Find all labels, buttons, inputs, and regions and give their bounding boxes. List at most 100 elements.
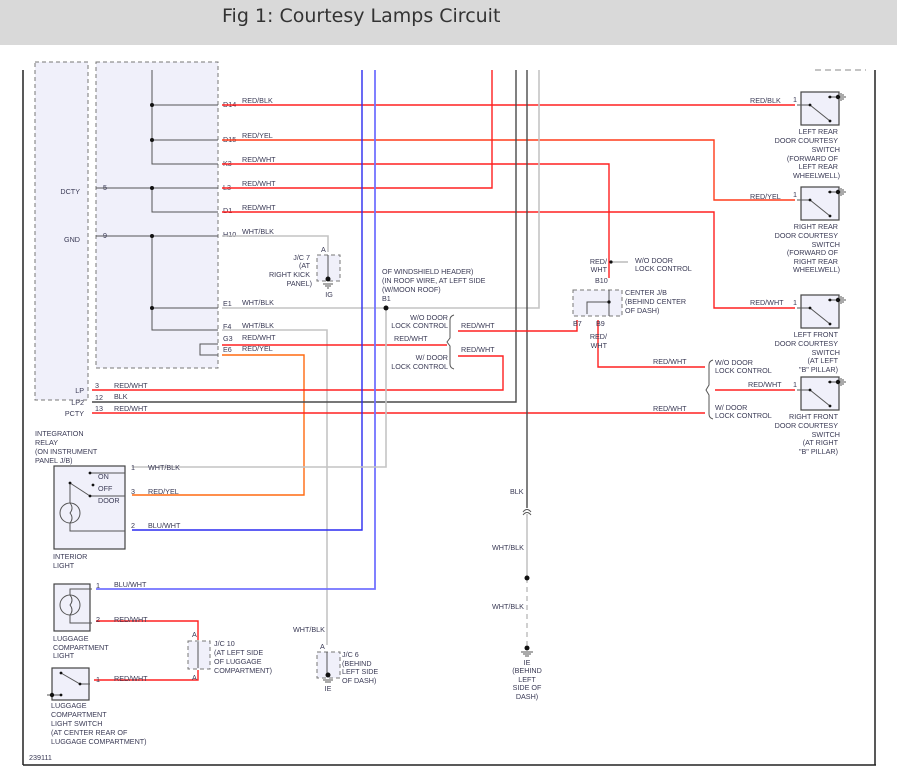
jc10-name: (AT LEFT SIDE bbox=[214, 648, 263, 657]
wire-label: RED/WHT bbox=[114, 615, 148, 624]
connector-label: E1 bbox=[223, 299, 232, 308]
wire-label: WHT/BLK bbox=[242, 227, 274, 236]
wire-label: WHT/BLK bbox=[242, 321, 274, 330]
figure-title: Fig 1: Courtesy Lamps Circuit bbox=[222, 5, 501, 27]
connector-label: D1 bbox=[223, 206, 232, 215]
option-text: LOCK CONTROL bbox=[391, 321, 448, 330]
wire-lp2 bbox=[92, 70, 517, 403]
wire-h10 bbox=[222, 235, 329, 252]
ground-name: DASH) bbox=[516, 692, 538, 701]
center-junction-block: RED/ WHT B10 B7 B9 RED/ WHT CENTER J/B (… bbox=[572, 256, 692, 350]
pin-gnd: 9 bbox=[103, 231, 107, 240]
switch-right-front: 1 RIGHT FRONT DOOR COURTESY SWITCH (AT R… bbox=[775, 376, 846, 456]
component-name: (AT CENTER REAR OF bbox=[51, 728, 128, 737]
wire-label: RED/WHT bbox=[242, 203, 276, 212]
pin-label: 1 bbox=[793, 95, 797, 104]
switch-name: RIGHT FRONT bbox=[789, 412, 839, 421]
luggage-compartment-light: 1 2 BLU/WHT RED/WHT LUGGAGE COMPARTMENT … bbox=[53, 580, 148, 660]
wire-label: RED/BLK bbox=[750, 96, 781, 105]
pin-label: B7 bbox=[573, 319, 582, 328]
switch-name: SWITCH bbox=[812, 430, 840, 439]
option-text: W/O DOOR bbox=[715, 358, 753, 367]
option-text: W/O DOOR bbox=[635, 256, 673, 265]
option-text: LOCK CONTROL bbox=[391, 362, 448, 371]
switch-name: DOOR COURTESY bbox=[775, 136, 839, 145]
wire-label: BLU/WHT bbox=[114, 580, 147, 589]
wire-label: RED/WHT bbox=[461, 321, 495, 330]
splice-label-b1: B1 bbox=[382, 294, 391, 303]
switch-name: DOOR COURTESY bbox=[775, 231, 839, 240]
component-name: LIGHT bbox=[53, 561, 75, 570]
wire-label: WHT/BLK bbox=[293, 625, 325, 634]
switch-name: (FORWARD OF bbox=[787, 248, 839, 257]
switch-name: RIGHT REAR bbox=[794, 257, 838, 266]
pin-label: A bbox=[192, 630, 197, 639]
relay-name: (ON INSTRUMENT bbox=[35, 447, 98, 456]
wire-label: RED/WHT bbox=[394, 334, 428, 343]
wire-d1 bbox=[222, 211, 795, 309]
connector-label: G3 bbox=[223, 334, 233, 343]
pin-label: A bbox=[192, 673, 197, 682]
luggage-compartment-light-switch: 1 RED/WHT LUGGAGE COMPARTMENT LIGHT SWIT… bbox=[47, 667, 148, 746]
pin-label: 1 bbox=[96, 581, 100, 590]
pin-label: 1 bbox=[793, 190, 797, 199]
component-name: LIGHT bbox=[53, 651, 75, 660]
pin-label: 1 bbox=[96, 675, 100, 684]
jc6-name: OF DASH) bbox=[342, 676, 376, 685]
wire-label: WHT/BLK bbox=[148, 463, 180, 472]
wire-label: RED/YEL bbox=[242, 344, 273, 353]
wire-label: RED/WHT bbox=[748, 380, 782, 389]
wire-label: WHT bbox=[591, 341, 608, 350]
wire-label: BLK bbox=[114, 392, 128, 401]
ground-name: (BEHIND bbox=[512, 666, 542, 675]
pin-pcty: 13 bbox=[95, 404, 103, 413]
wire-label: WHT/BLK bbox=[492, 602, 524, 611]
connector-label: H10 bbox=[223, 230, 236, 239]
switch-name: "B" PILLAR) bbox=[799, 447, 838, 456]
switch-name: DOOR COURTESY bbox=[775, 339, 839, 348]
pin-label: A bbox=[320, 642, 325, 651]
wire-label: RED/WHT bbox=[461, 345, 495, 354]
pin-lp2: 12 bbox=[95, 393, 103, 402]
jc7-ground-label: IG bbox=[325, 290, 333, 299]
switch-name: LEFT REAR bbox=[799, 162, 838, 171]
switch-name: WHEELWELL) bbox=[793, 265, 840, 274]
ground-name: IE bbox=[524, 658, 531, 667]
wire-f4 bbox=[222, 329, 328, 645]
switch-name: SWITCH bbox=[812, 145, 840, 154]
switch-name: (FORWARD OF bbox=[787, 154, 839, 163]
jc10-name: J/C 10 bbox=[214, 639, 235, 648]
component-name: LIGHT SWITCH bbox=[51, 719, 102, 728]
wire-label: RED/WHT bbox=[114, 404, 148, 413]
switch-name: LEFT REAR bbox=[799, 127, 838, 136]
switch-position: DOOR bbox=[98, 496, 120, 505]
switch-name: SWITCH bbox=[812, 348, 840, 357]
diagram-frame bbox=[22, 69, 876, 766]
center-jb-name: OF DASH) bbox=[625, 306, 659, 315]
wire-luggage-switch bbox=[94, 670, 199, 681]
ground-ie: BLK WHT/BLK WHT/BLK IE (BEHIND LEFT SIDE… bbox=[492, 487, 542, 701]
pin-label: 1 bbox=[793, 298, 797, 307]
component-name: COMPARTMENT bbox=[51, 710, 107, 719]
pin-label: 3 bbox=[131, 487, 135, 496]
switch-name: "B" PILLAR) bbox=[799, 365, 838, 374]
windshield-text: OF WINDSHIELD HEADER) bbox=[382, 267, 473, 276]
pin-label: 1 bbox=[131, 463, 135, 472]
terminal-lp2: LP2 bbox=[71, 398, 84, 407]
option-text: W/ DOOR bbox=[416, 353, 448, 362]
jc7-name: PANEL) bbox=[287, 279, 312, 288]
jc6-name: J/C 6 bbox=[342, 650, 359, 659]
pin-label: B10 bbox=[595, 276, 608, 285]
wire-label: WHT/BLK bbox=[242, 298, 274, 307]
wire-label: RED/WHT bbox=[114, 381, 148, 390]
interior-light: ON OFF DOOR 1 3 2 WHT/BLK RED/YEL BLU/WH… bbox=[53, 463, 181, 570]
windshield-text: (W/MOON ROOF) bbox=[382, 285, 441, 294]
pin-label: B9 bbox=[596, 319, 605, 328]
option-text: LOCK CONTROL bbox=[715, 366, 772, 375]
wire-label: RED/WHT bbox=[242, 179, 276, 188]
relay-name: INTEGRATION bbox=[35, 429, 84, 438]
junction-connector-10: A A J/C 10 (AT LEFT SIDE OF LUGGAGE COMP… bbox=[187, 630, 272, 682]
middle-lock-options: W/O DOOR LOCK CONTROL W/ DOOR LOCK CONTR… bbox=[391, 313, 495, 371]
wire-label: RED/ bbox=[590, 257, 607, 266]
